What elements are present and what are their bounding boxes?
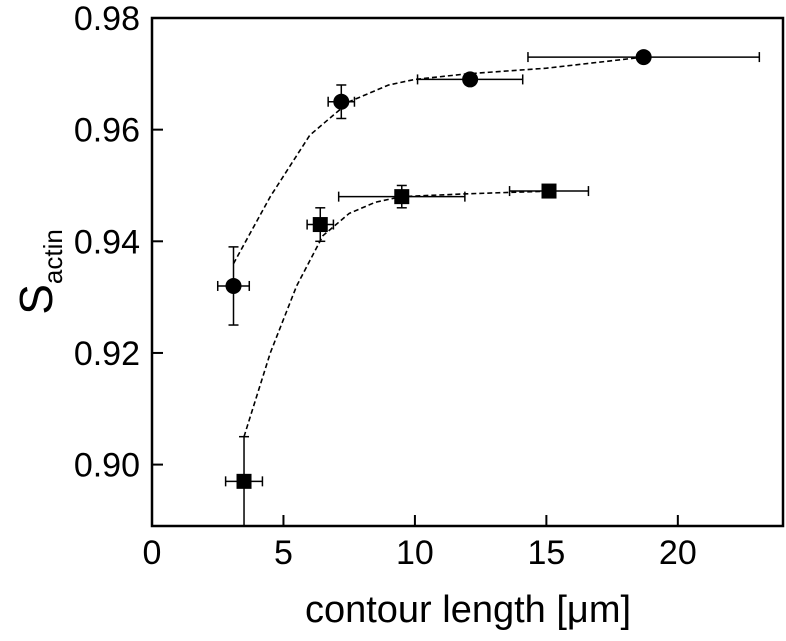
square-marker [394, 189, 410, 205]
plot-area-frame [150, 16, 785, 528]
square-marker [236, 473, 252, 489]
fit-curve [243, 190, 550, 437]
x-tick-label: 10 [396, 534, 434, 572]
y-axis-label-main: S [10, 284, 62, 315]
x-axis-label: contour length [μm] [305, 589, 631, 631]
circle-marker [635, 49, 652, 66]
y-axis-label: Sactin [10, 229, 68, 315]
fit-curves [232, 56, 644, 437]
y-tick-label: 0.94 [74, 223, 140, 261]
circle-marker [462, 71, 479, 88]
y-tick-label: 0.98 [74, 0, 140, 38]
y-tick-label: 0.96 [74, 112, 140, 150]
x-tick-label: 0 [143, 534, 162, 572]
circle-marker [333, 93, 350, 110]
y-axis-ticks: 0.90 0.92 0.94 0.96 0.98 [74, 0, 163, 485]
fit-curve [232, 56, 644, 264]
y-axis-label-subscript: actin [38, 229, 68, 284]
y-tick-label: 0.90 [74, 447, 140, 485]
square-marker [541, 183, 557, 199]
x-axis-ticks: 0 5 10 15 20 [143, 515, 697, 572]
square-marker [312, 217, 328, 233]
x-tick-label: 5 [274, 534, 293, 572]
circle-marker [225, 277, 242, 294]
x-tick-label: 20 [659, 534, 697, 572]
data-markers [225, 49, 652, 489]
x-tick-label: 15 [527, 534, 565, 572]
y-tick-label: 0.92 [74, 335, 140, 373]
